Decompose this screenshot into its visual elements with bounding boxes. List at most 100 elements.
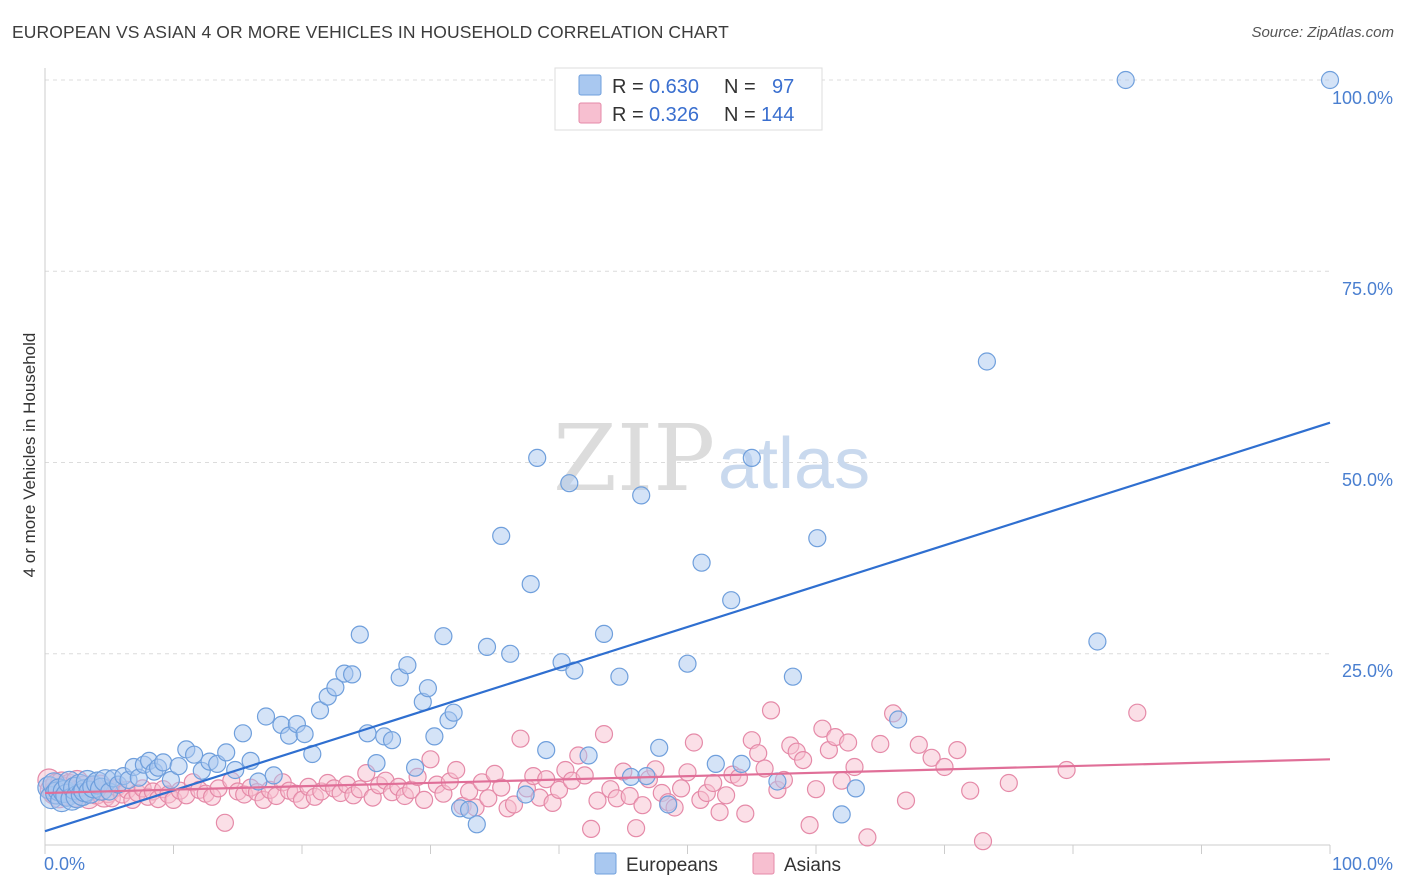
- european-point-102: [846, 779, 865, 798]
- european-point-101: [832, 805, 851, 824]
- y-axis-title: 4 or more Vehicles in Household: [20, 333, 39, 578]
- y-tick-label-75: 75.0%: [1342, 279, 1393, 299]
- european-point-56: [343, 665, 362, 684]
- european-point-74: [477, 637, 497, 657]
- european-point-99: [783, 667, 803, 686]
- y-tick-label-100: 100.0%: [1332, 88, 1393, 108]
- asian-point-98: [581, 819, 601, 839]
- european-point-59: [367, 753, 386, 773]
- european-point-73: [467, 815, 486, 834]
- asian-point-73: [421, 750, 440, 769]
- x-tick-label-100: 100.0%: [1332, 854, 1393, 874]
- european-point-32: [154, 753, 173, 772]
- european-point-67: [425, 727, 444, 746]
- asian-point-84: [492, 778, 511, 797]
- asian-point-149: [973, 832, 993, 851]
- asian-point-104: [620, 786, 639, 806]
- european-point-82: [560, 474, 579, 493]
- european-point-64: [406, 758, 425, 777]
- european-point-72: [460, 800, 479, 819]
- european-point-42: [233, 724, 252, 743]
- asian-point-126: [761, 701, 781, 720]
- european-point-54: [326, 678, 345, 697]
- asian-point-77: [447, 760, 466, 780]
- legend-r-label-europeans: R =: [612, 76, 644, 98]
- asian-point-100: [594, 724, 614, 744]
- asian-point-151: [1057, 760, 1076, 780]
- european-point-34: [169, 757, 188, 776]
- legend-r-label-asians: R =: [612, 104, 644, 126]
- european-point-75: [492, 526, 511, 546]
- series-legend: Europeans Asians: [594, 852, 841, 876]
- european-point-95: [722, 591, 741, 610]
- european-point-63: [398, 656, 417, 675]
- legend-n-value-europeans: 97: [772, 76, 794, 98]
- trend-lines: [44, 421, 1331, 833]
- european-point-80: [537, 740, 556, 760]
- european-point-105: [1088, 632, 1107, 651]
- european-point-57: [350, 625, 369, 644]
- european-point-93: [692, 553, 711, 572]
- europeans-trend-line: [44, 421, 1331, 833]
- asian-point-86: [504, 795, 524, 814]
- european-point-61: [382, 731, 402, 750]
- asian-point-82: [479, 789, 498, 808]
- european-point-90: [650, 738, 669, 757]
- asian-point-117: [704, 773, 723, 793]
- series-legend-label-asians: Asians: [784, 855, 841, 876]
- european-point-92: [678, 654, 697, 673]
- european-point-91: [659, 795, 678, 814]
- asian-point-122: [736, 804, 755, 823]
- chart-title: EUROPEAN VS ASIAN 4 OR MORE VEHICLES IN …: [12, 22, 729, 42]
- european-point-104: [977, 352, 997, 371]
- legend-r-value-europeans: 0.630: [649, 76, 699, 98]
- asian-point-79: [460, 782, 479, 801]
- asian-point-72: [415, 790, 434, 810]
- european-point-45: [256, 707, 276, 726]
- asian-point-131: [793, 750, 813, 770]
- european-point-79: [528, 448, 547, 467]
- asian-point-140: [858, 828, 877, 847]
- european-point-86: [610, 667, 629, 686]
- legend-n-value-asians: 144: [761, 104, 794, 126]
- asian-point-147: [948, 740, 967, 760]
- european-point-77: [516, 785, 535, 804]
- european-point-68: [434, 627, 453, 646]
- european-point-50: [295, 724, 314, 744]
- european-point-78: [521, 574, 540, 594]
- asian-point-113: [678, 763, 697, 782]
- european-point-44: [249, 772, 268, 791]
- x-tick-label-0: 0.0%: [44, 854, 85, 874]
- asian-point-105: [626, 819, 646, 838]
- european-point-96: [732, 754, 751, 774]
- asian-point-150: [999, 773, 1018, 793]
- asian-point-141: [871, 734, 890, 754]
- european-point-94: [706, 754, 725, 774]
- european-point-107: [1320, 70, 1340, 90]
- asian-point-106: [633, 796, 652, 815]
- asian-point-87: [511, 729, 530, 748]
- asian-point-146: [935, 757, 954, 777]
- y-tick-label-50: 50.0%: [1342, 470, 1393, 490]
- european-point-70: [444, 703, 463, 722]
- european-point-66: [418, 679, 437, 698]
- european-point-103: [889, 710, 908, 729]
- asian-point-134: [813, 719, 832, 738]
- grid-lines: [45, 79, 1330, 655]
- asian-point-119: [716, 786, 736, 805]
- series-legend-label-europeans: Europeans: [626, 855, 718, 876]
- asian-point-124: [749, 744, 768, 763]
- european-point-40: [217, 743, 236, 762]
- asian-point-144: [909, 735, 928, 754]
- asian-point-152: [1128, 703, 1147, 722]
- legend-r-value-asians: 0.326: [649, 104, 699, 126]
- axes: [44, 68, 1331, 854]
- asian-point-41: [215, 813, 234, 832]
- european-point-100: [808, 529, 827, 548]
- european-point-33: [161, 770, 180, 790]
- asian-point-138: [838, 733, 858, 752]
- european-point-97: [742, 448, 761, 467]
- legend-n-label-europeans: N =: [724, 76, 756, 98]
- european-point-98: [768, 772, 787, 791]
